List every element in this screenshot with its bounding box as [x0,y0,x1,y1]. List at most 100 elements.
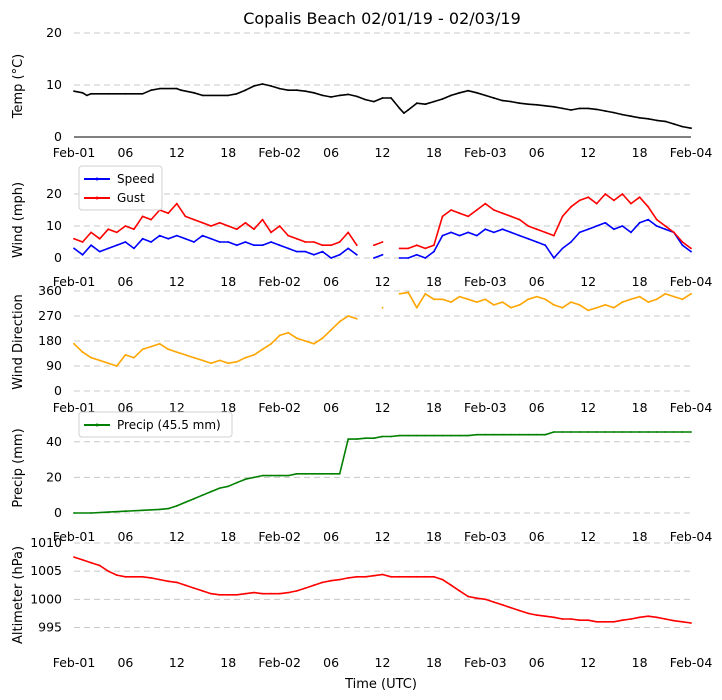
wind-data-point [261,244,264,247]
alt-data-point [553,616,555,619]
precip-data-point [510,433,512,436]
dir-data-point [553,304,555,306]
dir-x-tick-label: Feb-03 [464,400,507,415]
dir-data-point [124,354,127,356]
precip-data-point [90,512,92,514]
dir-data-point [115,365,118,367]
temp-data-point [475,91,478,94]
precip-x-tick-label: Feb-01 [53,529,96,544]
precip-data-point [390,435,392,438]
wind-data-point [458,234,461,237]
precip-panel: 0 20 40 Precip (mm) Feb-01 06 12 18 Feb-02 06 12 18… [11,411,712,544]
dir-data-point [441,298,444,301]
dir-data-point [518,304,521,306]
wind-data-point [501,212,504,215]
wind-data-point [347,247,350,250]
dir-data-point [90,356,92,359]
alt-data-point [244,592,247,595]
dir-data-point [450,301,452,303]
temp-data-point [338,94,341,97]
precip-data-point [475,433,478,436]
dir-data-point [73,342,75,345]
precip-y-axis-label: Precip (mm) [11,428,26,507]
alt-data-point [261,592,264,595]
wind-series-gust [73,193,692,250]
temp-x-tick-label: 12 [580,145,596,160]
alt-data-point [227,593,230,596]
alt-x-tick-label: 18 [426,655,442,670]
dir-series-wind-direction [73,291,692,367]
wind-data-point [347,231,350,234]
dir-data-point [355,317,358,320]
temp-data-point [381,97,384,99]
temp-data-point [621,113,624,116]
wind-data-point [373,257,375,259]
dir-data-point [493,304,495,306]
temp-data-point [201,94,204,97]
wind-y-tick-label: 10 [46,218,62,233]
wind-x-tick-label: Feb-03 [464,274,507,289]
precip-data-point [184,501,187,504]
temp-x-tick-label: 06 [529,145,545,160]
precip-x-tick-label: Feb-02 [258,529,301,544]
wind-data-point [493,231,495,234]
wind-legend-label: Speed [117,172,155,186]
precip-data-point [621,431,624,433]
dir-data-point [235,360,238,363]
dir-data-point [475,301,478,303]
wind-data-point [527,225,530,227]
precip-x-tick-label: 18 [220,529,236,544]
alt-data-point [475,597,478,600]
wind-data-point [73,247,75,250]
dir-data-point [158,342,161,345]
alt-data-point [527,612,530,615]
precip-data-point [330,472,332,475]
wind-data-point [570,241,572,243]
dir-data-point [535,295,538,298]
dir-data-point [253,354,255,356]
precip-data-point [373,437,375,440]
dir-x-tick-label: 18 [220,400,236,415]
dir-data-point [501,301,504,303]
wind-data-point [527,237,530,240]
wind-data-point [655,225,658,227]
alt-y-tick-label: 1000 [30,591,62,606]
alt-data-point [304,587,307,589]
wind-data-point [373,244,375,247]
precip-data-point [527,433,530,436]
alt-data-point [450,584,452,587]
precip-data-point [398,434,401,437]
precip-data-point [407,434,410,437]
wind-data-point [304,250,307,253]
precip-data-point [647,431,650,433]
wind-x-tick-label: Feb-01 [53,274,96,289]
wind-data-point [578,199,581,202]
temp-data-point [90,92,92,95]
alt-data-point [295,590,298,592]
wind-data-point [544,244,547,247]
alt-x-tick-label: Feb-04 [670,655,713,670]
dir-data-point [458,295,461,298]
wind-data-point [167,237,170,240]
temp-data-point [235,92,238,95]
dir-data-point [295,337,298,340]
wind-data-point [133,247,135,250]
wind-data-point [287,247,290,250]
dir-data-point [304,340,307,342]
temp-x-tick-label: Feb-01 [53,145,96,160]
dir-data-point [270,342,272,345]
wind-data-point [484,202,487,205]
wind-data-point [184,215,187,218]
alt-data-point [647,615,650,618]
wind-data-point [381,253,384,256]
alt-data-point [458,590,461,592]
temp-data-point [373,100,375,103]
alt-data-point [613,620,615,623]
temp-data-point [433,100,435,103]
alt-data-point [278,592,281,595]
wind-data-point [630,202,632,205]
wind-data-point [313,241,315,243]
dir-data-point [313,342,315,345]
wind-legend-marker [95,196,99,200]
dir-data-point [330,329,332,331]
